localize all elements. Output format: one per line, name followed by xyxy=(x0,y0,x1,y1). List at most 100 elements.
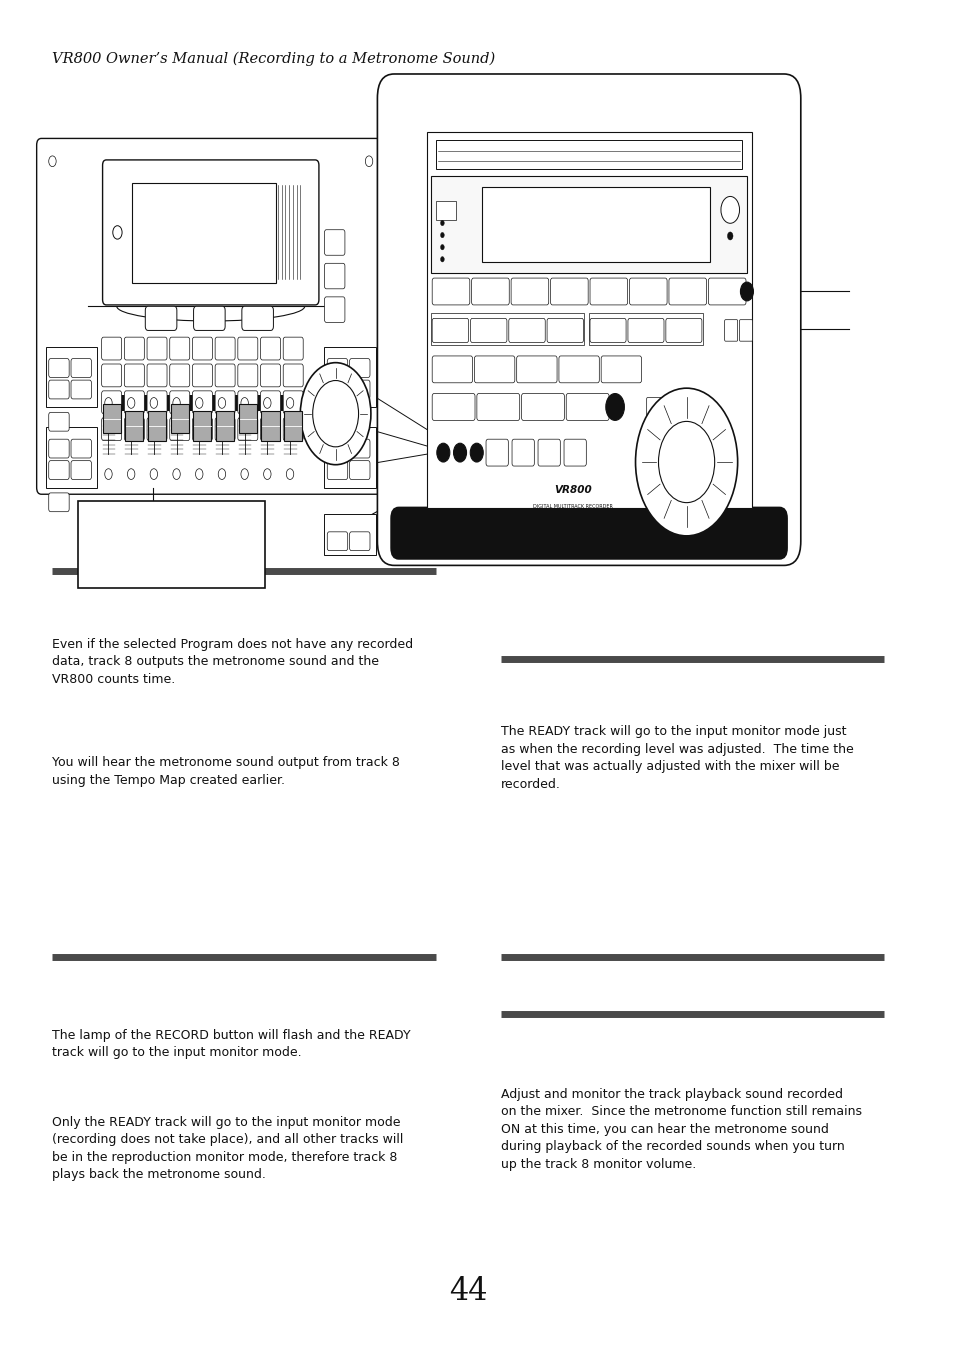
Bar xyxy=(193,411,212,440)
Bar xyxy=(284,411,302,440)
FancyBboxPatch shape xyxy=(71,461,91,480)
Circle shape xyxy=(440,232,444,238)
FancyBboxPatch shape xyxy=(349,439,370,458)
FancyBboxPatch shape xyxy=(102,417,121,440)
Text: You will hear the metronome sound output from track 8
using the Tempo Map create: You will hear the metronome sound output… xyxy=(52,757,400,786)
Circle shape xyxy=(150,469,157,480)
FancyBboxPatch shape xyxy=(485,439,508,466)
FancyBboxPatch shape xyxy=(170,338,190,359)
FancyBboxPatch shape xyxy=(102,338,121,359)
Circle shape xyxy=(727,232,732,240)
FancyBboxPatch shape xyxy=(193,417,213,440)
Circle shape xyxy=(286,397,294,408)
FancyBboxPatch shape xyxy=(349,461,370,480)
FancyBboxPatch shape xyxy=(512,439,534,466)
Circle shape xyxy=(241,397,248,408)
Circle shape xyxy=(263,397,271,408)
FancyBboxPatch shape xyxy=(102,363,121,386)
Bar xyxy=(125,411,143,440)
FancyBboxPatch shape xyxy=(283,417,303,440)
Circle shape xyxy=(172,397,180,408)
FancyBboxPatch shape xyxy=(432,319,468,343)
FancyBboxPatch shape xyxy=(349,380,370,399)
Bar xyxy=(148,411,166,440)
FancyBboxPatch shape xyxy=(511,278,548,305)
FancyBboxPatch shape xyxy=(327,358,347,377)
FancyBboxPatch shape xyxy=(260,363,280,386)
Text: 44: 44 xyxy=(449,1275,487,1306)
FancyBboxPatch shape xyxy=(349,532,370,551)
Bar xyxy=(589,313,702,346)
FancyBboxPatch shape xyxy=(260,417,280,440)
Text: DIGITAL MULTITRACK RECORDER: DIGITAL MULTITRACK RECORDER xyxy=(533,504,612,508)
FancyBboxPatch shape xyxy=(627,319,663,343)
Bar xyxy=(436,201,456,219)
Circle shape xyxy=(658,422,714,503)
Circle shape xyxy=(440,220,444,226)
FancyBboxPatch shape xyxy=(49,439,69,458)
Bar xyxy=(78,501,265,588)
Circle shape xyxy=(440,257,444,262)
Bar xyxy=(171,404,189,434)
FancyBboxPatch shape xyxy=(215,390,234,413)
Circle shape xyxy=(635,388,737,536)
Circle shape xyxy=(105,469,112,480)
FancyBboxPatch shape xyxy=(242,307,274,331)
Circle shape xyxy=(263,469,271,480)
Circle shape xyxy=(605,393,623,420)
Circle shape xyxy=(218,397,226,408)
FancyBboxPatch shape xyxy=(71,439,91,458)
Bar xyxy=(431,176,746,273)
FancyBboxPatch shape xyxy=(668,278,706,305)
FancyBboxPatch shape xyxy=(49,380,69,399)
FancyBboxPatch shape xyxy=(668,397,687,416)
Circle shape xyxy=(453,443,466,462)
Circle shape xyxy=(286,469,294,480)
Circle shape xyxy=(241,469,248,480)
FancyBboxPatch shape xyxy=(724,320,737,342)
FancyBboxPatch shape xyxy=(327,439,347,458)
Circle shape xyxy=(105,397,112,408)
Bar xyxy=(324,515,375,555)
Bar xyxy=(238,404,256,434)
FancyBboxPatch shape xyxy=(600,355,640,382)
Circle shape xyxy=(436,443,450,462)
FancyBboxPatch shape xyxy=(324,263,345,289)
FancyBboxPatch shape xyxy=(237,390,257,413)
FancyBboxPatch shape xyxy=(193,390,213,413)
Circle shape xyxy=(128,469,134,480)
Bar xyxy=(431,313,584,346)
FancyBboxPatch shape xyxy=(260,338,280,359)
Bar xyxy=(436,139,741,169)
FancyBboxPatch shape xyxy=(589,278,627,305)
FancyBboxPatch shape xyxy=(327,461,347,480)
Bar xyxy=(261,411,279,440)
FancyBboxPatch shape xyxy=(102,390,121,413)
FancyBboxPatch shape xyxy=(629,278,666,305)
FancyBboxPatch shape xyxy=(237,363,257,386)
Text: Even if the selected Program does not have any recorded
data, track 8 outputs th: Even if the selected Program does not ha… xyxy=(52,638,414,686)
Text: The READY track will go to the input monitor mode just
as when the recording lev: The READY track will go to the input mon… xyxy=(500,725,853,790)
FancyBboxPatch shape xyxy=(550,278,588,305)
FancyBboxPatch shape xyxy=(546,319,583,343)
Circle shape xyxy=(218,469,226,480)
FancyBboxPatch shape xyxy=(49,412,69,431)
FancyBboxPatch shape xyxy=(124,363,144,386)
FancyBboxPatch shape xyxy=(432,393,475,420)
FancyBboxPatch shape xyxy=(145,307,176,331)
Bar xyxy=(324,347,375,407)
Circle shape xyxy=(172,469,180,480)
FancyBboxPatch shape xyxy=(124,417,144,440)
FancyBboxPatch shape xyxy=(71,358,91,377)
FancyBboxPatch shape xyxy=(147,338,167,359)
FancyBboxPatch shape xyxy=(215,338,234,359)
FancyBboxPatch shape xyxy=(324,297,345,323)
Circle shape xyxy=(470,443,483,462)
Bar xyxy=(103,404,121,434)
Circle shape xyxy=(195,397,203,408)
FancyBboxPatch shape xyxy=(170,390,190,413)
FancyBboxPatch shape xyxy=(324,230,345,255)
FancyBboxPatch shape xyxy=(49,358,69,377)
FancyBboxPatch shape xyxy=(517,355,557,382)
FancyBboxPatch shape xyxy=(237,338,257,359)
